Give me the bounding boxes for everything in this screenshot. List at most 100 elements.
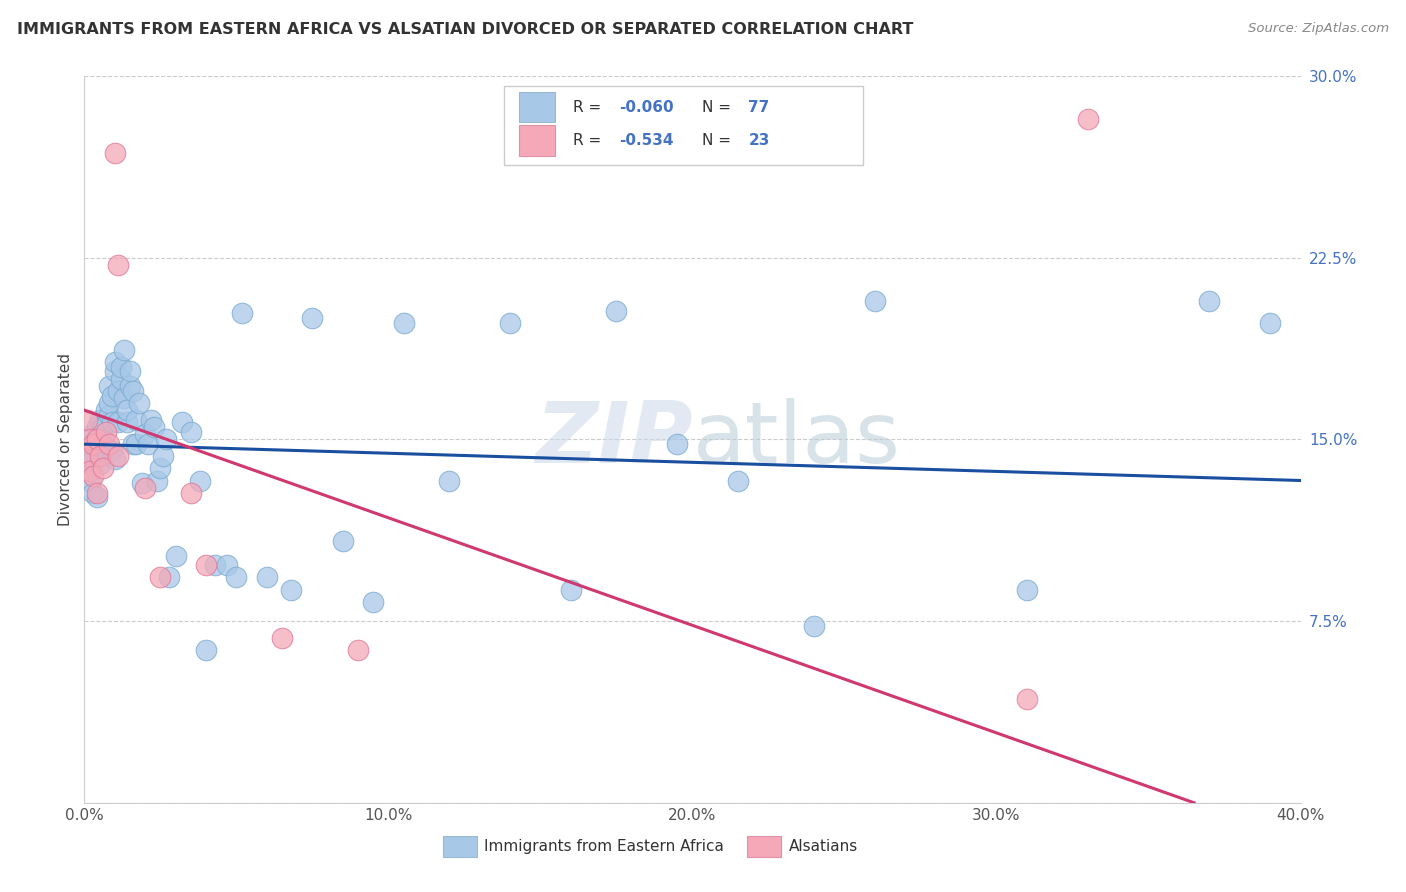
Point <box>332 534 354 549</box>
Point <box>194 558 218 573</box>
Point <box>91 420 114 434</box>
Point <box>104 364 127 378</box>
Point <box>104 355 127 369</box>
Point <box>143 420 166 434</box>
Point <box>301 311 323 326</box>
Point <box>863 294 886 309</box>
Point <box>803 619 825 633</box>
Point <box>76 450 98 464</box>
Text: Alsatians: Alsatians <box>789 838 858 854</box>
Point <box>100 389 122 403</box>
Point <box>152 450 174 464</box>
Point <box>86 420 108 434</box>
Point <box>159 570 181 584</box>
Text: R =: R = <box>574 133 606 148</box>
Point <box>104 146 127 161</box>
Point <box>107 258 129 272</box>
Point <box>82 485 104 500</box>
Point <box>204 558 226 573</box>
Point <box>134 481 156 495</box>
Point <box>112 391 135 405</box>
Point <box>94 425 117 439</box>
Point <box>76 413 98 427</box>
Point <box>107 384 129 398</box>
Text: ZIP: ZIP <box>534 398 693 481</box>
Point <box>188 474 211 488</box>
Point <box>217 558 239 573</box>
Point <box>271 631 294 645</box>
Point <box>82 451 104 466</box>
Point <box>136 437 159 451</box>
Point <box>1077 112 1099 127</box>
Point <box>86 485 108 500</box>
Point <box>107 415 129 429</box>
Text: Immigrants from Eastern Africa: Immigrants from Eastern Africa <box>485 838 724 854</box>
Point <box>94 444 117 458</box>
Point <box>605 304 627 318</box>
Point <box>727 474 749 488</box>
Point <box>155 432 177 446</box>
FancyBboxPatch shape <box>503 86 863 164</box>
Point <box>91 432 114 446</box>
Point <box>104 451 127 466</box>
Text: -0.534: -0.534 <box>620 133 673 148</box>
Point <box>91 461 114 475</box>
Point <box>165 549 187 563</box>
Point <box>79 437 101 451</box>
Point <box>79 432 101 446</box>
Point <box>89 457 111 471</box>
Point <box>118 364 141 378</box>
Point <box>86 491 108 505</box>
Point <box>76 464 98 478</box>
Point <box>107 450 129 464</box>
Point <box>125 413 148 427</box>
Point <box>231 306 253 320</box>
Point <box>149 461 172 475</box>
Point <box>97 396 120 410</box>
Text: 23: 23 <box>748 133 769 148</box>
Point <box>110 372 132 386</box>
Point <box>439 474 461 488</box>
Point <box>79 464 101 478</box>
Point <box>1015 582 1038 597</box>
Y-axis label: Divorced or Separated: Divorced or Separated <box>58 353 73 525</box>
Point <box>149 570 172 584</box>
Point <box>122 437 145 451</box>
Point <box>194 643 218 657</box>
Text: R =: R = <box>574 100 606 114</box>
Point <box>112 343 135 357</box>
Point <box>76 450 98 464</box>
Point <box>141 413 163 427</box>
Point <box>280 582 302 597</box>
Text: 77: 77 <box>748 100 769 114</box>
Point <box>134 427 156 442</box>
Point <box>118 379 141 393</box>
Point <box>125 437 148 451</box>
Text: N =: N = <box>702 100 737 114</box>
Point <box>97 408 120 422</box>
Text: N =: N = <box>702 133 737 148</box>
Point <box>180 425 202 439</box>
Point <box>115 415 138 429</box>
Point <box>170 415 193 429</box>
FancyBboxPatch shape <box>443 836 477 857</box>
Text: -0.060: -0.060 <box>620 100 673 114</box>
Point <box>100 444 122 458</box>
FancyBboxPatch shape <box>519 125 555 156</box>
Point <box>1258 316 1281 330</box>
Point <box>128 396 150 410</box>
Point <box>82 468 104 483</box>
Point <box>115 403 138 417</box>
Point <box>1015 691 1038 706</box>
Point <box>361 595 384 609</box>
Text: Source: ZipAtlas.com: Source: ZipAtlas.com <box>1249 22 1389 36</box>
Point <box>82 437 104 451</box>
Point <box>97 379 120 393</box>
Point <box>225 570 247 584</box>
Point <box>82 427 104 442</box>
Point <box>89 413 111 427</box>
Point <box>499 316 522 330</box>
Text: atlas: atlas <box>693 398 900 481</box>
Point <box>94 403 117 417</box>
Point <box>1198 294 1220 309</box>
